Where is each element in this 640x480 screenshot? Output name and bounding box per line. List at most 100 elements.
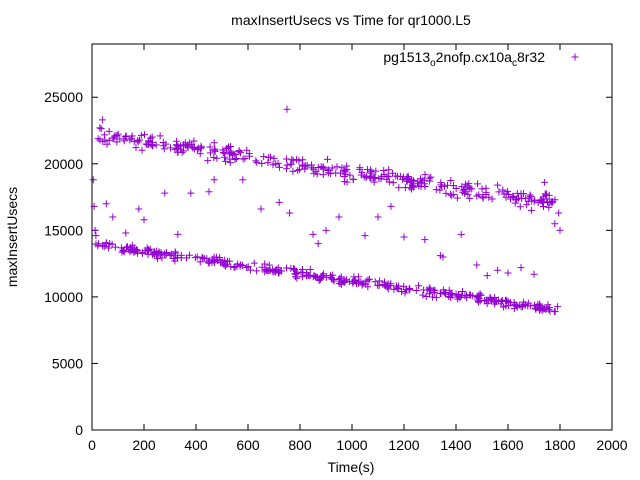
data-point — [205, 188, 213, 196]
data-point — [143, 141, 151, 149]
data-point — [495, 188, 503, 196]
data-point — [283, 161, 291, 169]
x-tick-label: 1200 — [388, 437, 419, 453]
data-point — [128, 132, 136, 140]
data-point — [415, 282, 423, 290]
data-point — [332, 169, 340, 177]
data-point — [432, 294, 440, 302]
data-point — [213, 154, 221, 162]
data-point — [180, 147, 188, 155]
data-point — [356, 164, 364, 172]
data-point — [227, 263, 235, 271]
data-point — [417, 178, 425, 186]
x-tick-label: 0 — [88, 437, 96, 453]
data-point — [308, 164, 316, 172]
data-point — [204, 157, 212, 165]
data-point — [550, 307, 558, 315]
data-point — [516, 203, 524, 211]
data-point — [244, 263, 252, 271]
data-point — [410, 183, 418, 191]
data-point — [276, 163, 284, 171]
data-point — [253, 267, 261, 275]
x-tick-label: 600 — [236, 437, 260, 453]
data-point — [542, 305, 550, 313]
data-point — [102, 200, 110, 208]
data-point — [531, 196, 539, 204]
data-point — [464, 190, 472, 198]
data-point — [497, 300, 505, 308]
data-point — [293, 268, 301, 276]
data-point — [137, 131, 145, 139]
data-point — [453, 194, 461, 202]
data-point — [488, 195, 496, 203]
data-point — [286, 209, 294, 217]
data-point — [174, 230, 182, 238]
data-point — [157, 251, 165, 259]
data-point — [105, 137, 113, 145]
data-point — [420, 180, 428, 188]
data-point — [500, 190, 508, 198]
data-point — [350, 277, 358, 285]
data-point — [343, 165, 351, 173]
data-point — [145, 137, 153, 145]
data-point — [437, 181, 445, 189]
data-point — [531, 304, 539, 312]
data-point — [143, 247, 151, 255]
data-point — [340, 278, 348, 286]
data-point — [183, 142, 191, 150]
data-point — [130, 138, 138, 146]
data-point — [134, 137, 142, 145]
data-point — [136, 136, 144, 144]
data-point — [421, 171, 429, 179]
data-point — [447, 192, 455, 200]
data-point — [327, 272, 335, 280]
data-point — [427, 173, 435, 181]
data-point — [458, 183, 466, 191]
data-point — [499, 186, 507, 194]
data-point — [511, 199, 519, 207]
axis-ticks: 0 200 400 600 800 1000 1200 1400 1600 1800 2000050… — [44, 44, 628, 453]
data-point — [171, 248, 179, 256]
data-point — [99, 138, 107, 146]
data-point — [167, 250, 175, 258]
data-point — [298, 266, 306, 274]
data-point — [383, 175, 391, 183]
data-point — [133, 246, 141, 254]
data-point — [387, 280, 395, 288]
data-point — [111, 243, 119, 251]
data-point — [252, 157, 260, 165]
data-point — [197, 144, 205, 152]
data-point — [322, 226, 330, 234]
data-point — [423, 286, 431, 294]
data-point — [319, 272, 327, 280]
data-point — [406, 178, 414, 186]
data-point — [374, 213, 382, 221]
data-point — [314, 273, 322, 281]
data-point — [226, 159, 234, 167]
data-point — [190, 143, 198, 151]
data-point — [302, 162, 310, 170]
data-point — [290, 265, 298, 273]
data-point — [234, 260, 242, 268]
data-point — [211, 147, 219, 155]
data-point — [478, 185, 486, 193]
data-point — [482, 184, 490, 192]
data-point — [474, 294, 482, 302]
data-point — [349, 175, 357, 183]
data-point — [170, 254, 178, 262]
data-point — [546, 199, 554, 207]
data-point — [536, 197, 544, 205]
data-point — [199, 254, 207, 262]
data-point — [556, 226, 564, 234]
data-point — [260, 153, 268, 161]
data-point — [114, 130, 122, 138]
data-point — [264, 159, 272, 167]
data-point — [211, 147, 219, 155]
data-point — [225, 143, 233, 151]
data-point — [172, 249, 180, 257]
x-tick-label: 1600 — [492, 437, 523, 453]
data-point — [237, 261, 245, 269]
data-point — [113, 138, 121, 146]
data-point — [443, 181, 451, 189]
data-point — [135, 205, 143, 213]
